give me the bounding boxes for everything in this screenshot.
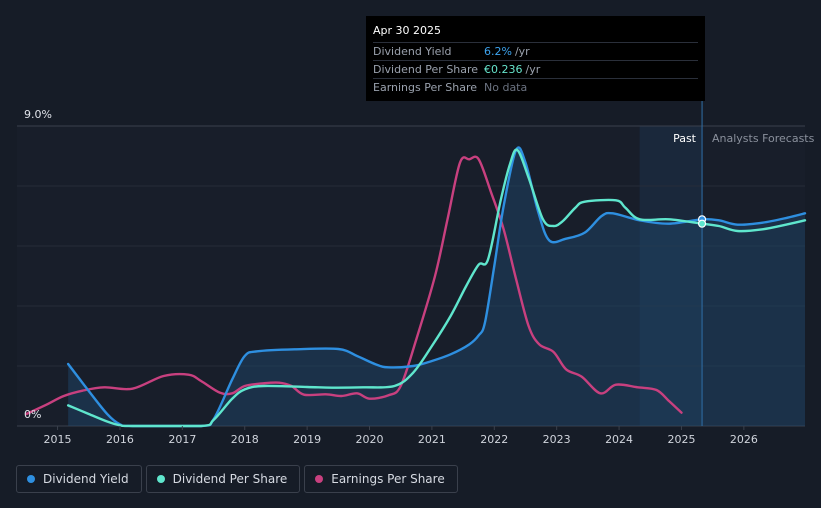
data-tooltip: Apr 30 2025 Dividend Yield 6.2% /yr Divi…: [366, 16, 705, 101]
x-tick-label: 2024: [605, 433, 633, 446]
tooltip-unit: /yr: [514, 45, 530, 58]
x-tick-label: 2016: [106, 433, 134, 446]
legend-label: Dividend Yield: [43, 472, 129, 486]
x-tick-label: 2018: [231, 433, 259, 446]
legend-item-dividend-yield[interactable]: Dividend Yield: [16, 465, 142, 493]
x-tick-label: 2020: [356, 433, 384, 446]
tooltip-date: Apr 30 2025: [373, 24, 442, 37]
x-tick-label: 2025: [667, 433, 695, 446]
y-axis-top-label: 9.0%: [24, 108, 52, 121]
hover-markers: [697, 215, 707, 228]
dividend-yield-area: [68, 147, 806, 426]
x-axis-ticks: 2015 2016 2017 2018 2019 2020 2021 2022 2023 2024…: [44, 426, 758, 446]
tooltip-row-dividend-per-share: Dividend Per Share €0.236 /yr: [373, 60, 698, 78]
tooltip-value: €0.236: [484, 63, 523, 76]
tooltip-label: Dividend Per Share: [373, 63, 479, 76]
tooltip-unit: /yr: [525, 63, 541, 76]
legend-dot-icon: [315, 475, 324, 483]
tooltip-row-dividend-yield: Dividend Yield 6.2% /yr: [373, 42, 698, 60]
tooltip-label: Earnings Per Share: [373, 81, 478, 94]
legend-label: Earnings Per Share: [331, 472, 445, 486]
legend-dot-icon: [27, 475, 35, 483]
legend-label: Dividend Per Share: [172, 472, 288, 486]
series-line-dividend-per-share: [66, 148, 807, 428]
x-tick-label: 2017: [168, 433, 196, 446]
y-axis-bottom-label: 0%: [24, 408, 41, 421]
hover-marker: [697, 219, 707, 228]
series-line-dividend-yield: [66, 146, 807, 428]
series-lines: [25, 146, 807, 428]
tooltip-value: No data: [484, 81, 528, 94]
x-tick-label: 2026: [730, 433, 758, 446]
series-area-fills: [68, 147, 806, 426]
legend-item-dividend-per-share[interactable]: Dividend Per Share: [145, 465, 301, 493]
legend-dot-icon: [156, 475, 165, 483]
x-tick-label: 2015: [44, 433, 72, 446]
legend-item-earnings-per-share[interactable]: Earnings Per Share: [304, 465, 458, 493]
chart-legend: Dividend Yield Dividend Per Share Earnin…: [16, 465, 458, 493]
x-tick-label: 2023: [543, 433, 571, 446]
tooltip-row-earnings-per-share: Earnings Per Share No data: [373, 78, 698, 96]
tooltip-label: Dividend Yield: [373, 45, 452, 58]
x-tick-label: 2021: [418, 433, 446, 446]
zone-label-past: Past: [673, 132, 697, 145]
series-line-earnings-per-share: [25, 155, 683, 416]
zone-label-forecast: Analysts Forecasts: [712, 132, 815, 145]
x-tick-label: 2019: [293, 433, 321, 446]
x-tick-label: 2022: [480, 433, 508, 446]
tooltip-value: 6.2%: [484, 45, 512, 58]
past-highlight-band: [639, 126, 703, 426]
